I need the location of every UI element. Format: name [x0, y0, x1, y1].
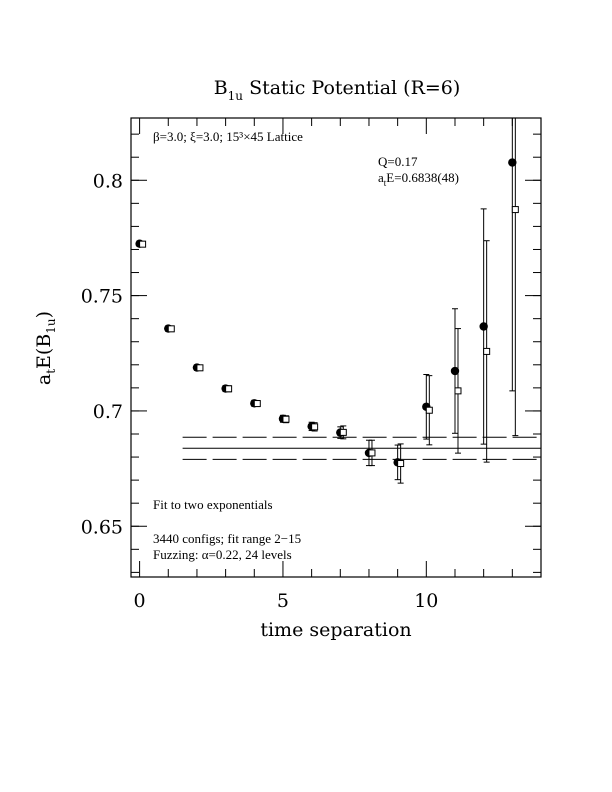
data-point-square [339, 428, 347, 436]
lattice-annotation: β=3.0; ξ=3.0; 15³×45 Lattice [153, 129, 303, 144]
data-point-square [454, 387, 462, 395]
data-point-square [368, 449, 376, 457]
y-axis-label: atE(B1u) [33, 311, 58, 385]
data-point-square [225, 385, 233, 393]
fit-type-annotation: Fit to two exponentials [153, 497, 273, 512]
data-point-square [397, 460, 405, 468]
data-point-square [511, 206, 519, 214]
data-point-circle [450, 366, 460, 376]
fit-energy-annotation: atE=0.6838(48) [378, 170, 459, 188]
plot-frame [130, 117, 542, 578]
x-axis-label: time separation [260, 619, 411, 641]
data-point-square [167, 325, 175, 333]
data-point-circle [479, 322, 488, 331]
x-tick-label: 0 [134, 590, 146, 612]
y-tick-label: 0.7 [93, 401, 123, 423]
q-annotation: Q=0.17 [378, 154, 418, 169]
x-tick-label: 5 [277, 590, 289, 612]
data-point-square [282, 415, 290, 423]
chart-title: B1u Static Potential (R=6) [214, 77, 461, 103]
data-point-square [425, 406, 433, 414]
data-point-square [139, 240, 147, 248]
data-point-square [253, 400, 261, 408]
data-point-circle [508, 158, 517, 167]
data-point-square [483, 347, 491, 355]
y-tick-label: 0.65 [81, 516, 123, 538]
configs-annotation: 3440 configs; fit range 2−15 [153, 531, 301, 546]
y-tick-label: 0.8 [93, 170, 123, 192]
data-point-square [196, 364, 204, 372]
data-point-square [311, 423, 319, 431]
fuzzing-annotation: Fuzzing: α=0.22, 24 levels [153, 547, 292, 562]
y-tick-label: 0.75 [81, 286, 123, 308]
x-tick-label: 10 [414, 590, 438, 612]
